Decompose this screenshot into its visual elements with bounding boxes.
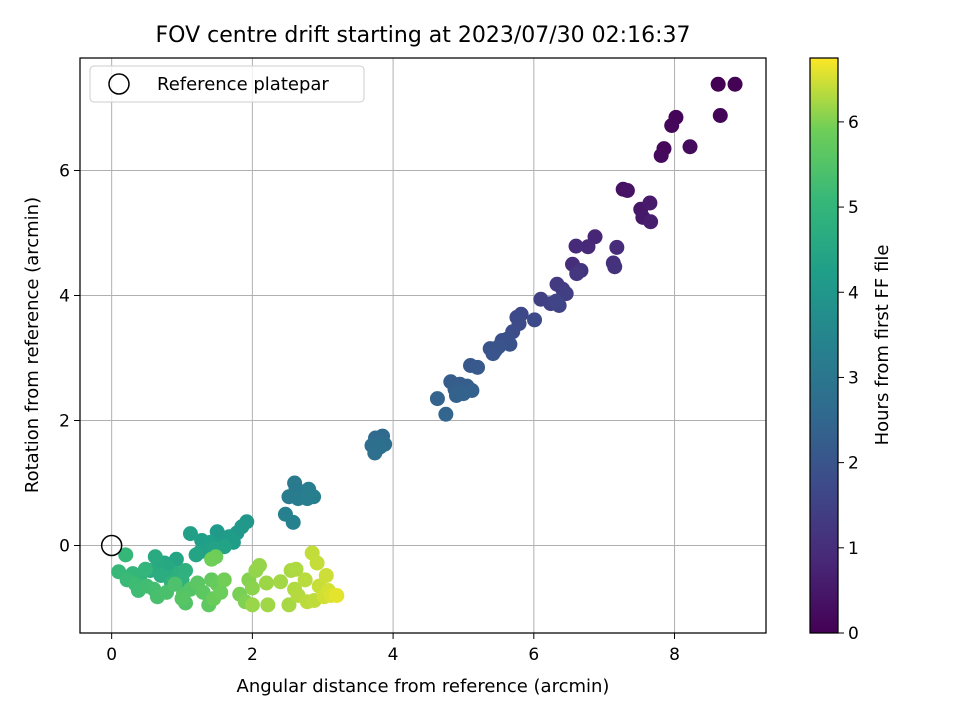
data-point <box>318 568 334 583</box>
colorbar-ticks: 0 1 2 3 4 5 6 <box>838 113 859 644</box>
data-point <box>167 576 183 592</box>
data-point <box>297 572 313 588</box>
data-point <box>244 580 260 596</box>
colorbar-tick-label: 1 <box>848 539 859 559</box>
colorbar-tick-label: 5 <box>848 198 859 218</box>
legend: Reference platepar <box>89 65 365 103</box>
data-point <box>455 386 471 402</box>
colorbar-tick-label: 2 <box>848 454 859 474</box>
y-tick-label: 2 <box>59 412 70 432</box>
data-point <box>653 148 669 163</box>
x-tick-label: 8 <box>669 645 680 665</box>
data-point <box>609 239 625 255</box>
data-point <box>607 259 623 275</box>
data-point <box>213 584 229 600</box>
colorbar-gradient <box>810 58 838 633</box>
data-point <box>569 266 585 282</box>
data-point <box>258 575 274 591</box>
colorbar: 0 1 2 3 4 5 6 Hours from first FF file <box>809 57 893 644</box>
legend-marker-icon <box>108 73 130 95</box>
x-tick-label: 2 <box>247 645 258 665</box>
data-point <box>174 591 190 607</box>
reference-marker-layer <box>100 534 123 557</box>
x-axis-label: Angular distance from reference (arcmin) <box>237 676 610 697</box>
data-point <box>147 549 163 565</box>
data-point <box>216 539 232 555</box>
y-tick-label: 6 <box>59 162 70 182</box>
data-point <box>288 561 304 577</box>
x-tick-label: 4 <box>388 645 399 665</box>
grid <box>80 58 766 633</box>
data-point <box>137 561 153 577</box>
data-point <box>188 547 204 563</box>
data-point <box>643 214 659 230</box>
reference-platepar-marker <box>100 534 123 557</box>
colorbar-tick-label: 4 <box>848 283 859 303</box>
data-point <box>204 551 220 567</box>
data-point <box>118 547 134 563</box>
data-point <box>527 312 543 328</box>
colorbar-tick-label: 3 <box>848 368 859 388</box>
data-point <box>260 597 276 613</box>
data-point <box>244 597 260 613</box>
data-point <box>216 572 232 588</box>
data-point <box>329 588 345 603</box>
x-tick-label: 0 <box>106 645 117 665</box>
data-point <box>682 139 698 155</box>
colorbar-tick-label: 0 <box>848 624 859 644</box>
data-point <box>309 555 325 571</box>
colorbar-label: Hours from first FF file <box>872 245 893 446</box>
data-point <box>429 391 445 407</box>
data-point <box>580 239 596 255</box>
colorbar-tick-label: 6 <box>848 113 859 133</box>
data-points <box>111 76 743 613</box>
data-point <box>182 526 198 542</box>
data-point <box>372 439 388 455</box>
x-tick-label: 6 <box>528 645 539 665</box>
data-point <box>548 293 564 309</box>
y-axis-ticks: 0 2 4 6 <box>59 162 80 557</box>
data-point <box>470 359 486 375</box>
data-point <box>281 597 297 613</box>
legend-entry: Reference platepar <box>157 74 329 95</box>
data-point <box>727 76 743 92</box>
data-point <box>485 346 501 362</box>
data-point <box>273 574 289 590</box>
legend-box <box>89 65 365 103</box>
data-point <box>710 76 726 92</box>
data-point <box>619 183 635 198</box>
data-point <box>642 195 658 211</box>
data-point <box>502 336 518 352</box>
data-point <box>664 118 680 133</box>
x-axis-ticks: 0 2 4 6 8 <box>106 633 680 665</box>
y-tick-label: 4 <box>59 287 70 307</box>
data-point <box>251 558 267 573</box>
chart-title: FOV centre drift starting at 2023/07/30 … <box>156 23 691 48</box>
data-point <box>712 108 728 123</box>
data-point <box>568 238 584 254</box>
colorbar-frame <box>809 57 839 634</box>
y-axis-label: Rotation from reference (arcmin) <box>22 197 43 493</box>
plot-frame <box>79 57 767 634</box>
data-point <box>306 489 322 505</box>
data-point <box>438 406 454 422</box>
data-point <box>285 514 301 530</box>
y-tick-label: 0 <box>59 537 70 557</box>
